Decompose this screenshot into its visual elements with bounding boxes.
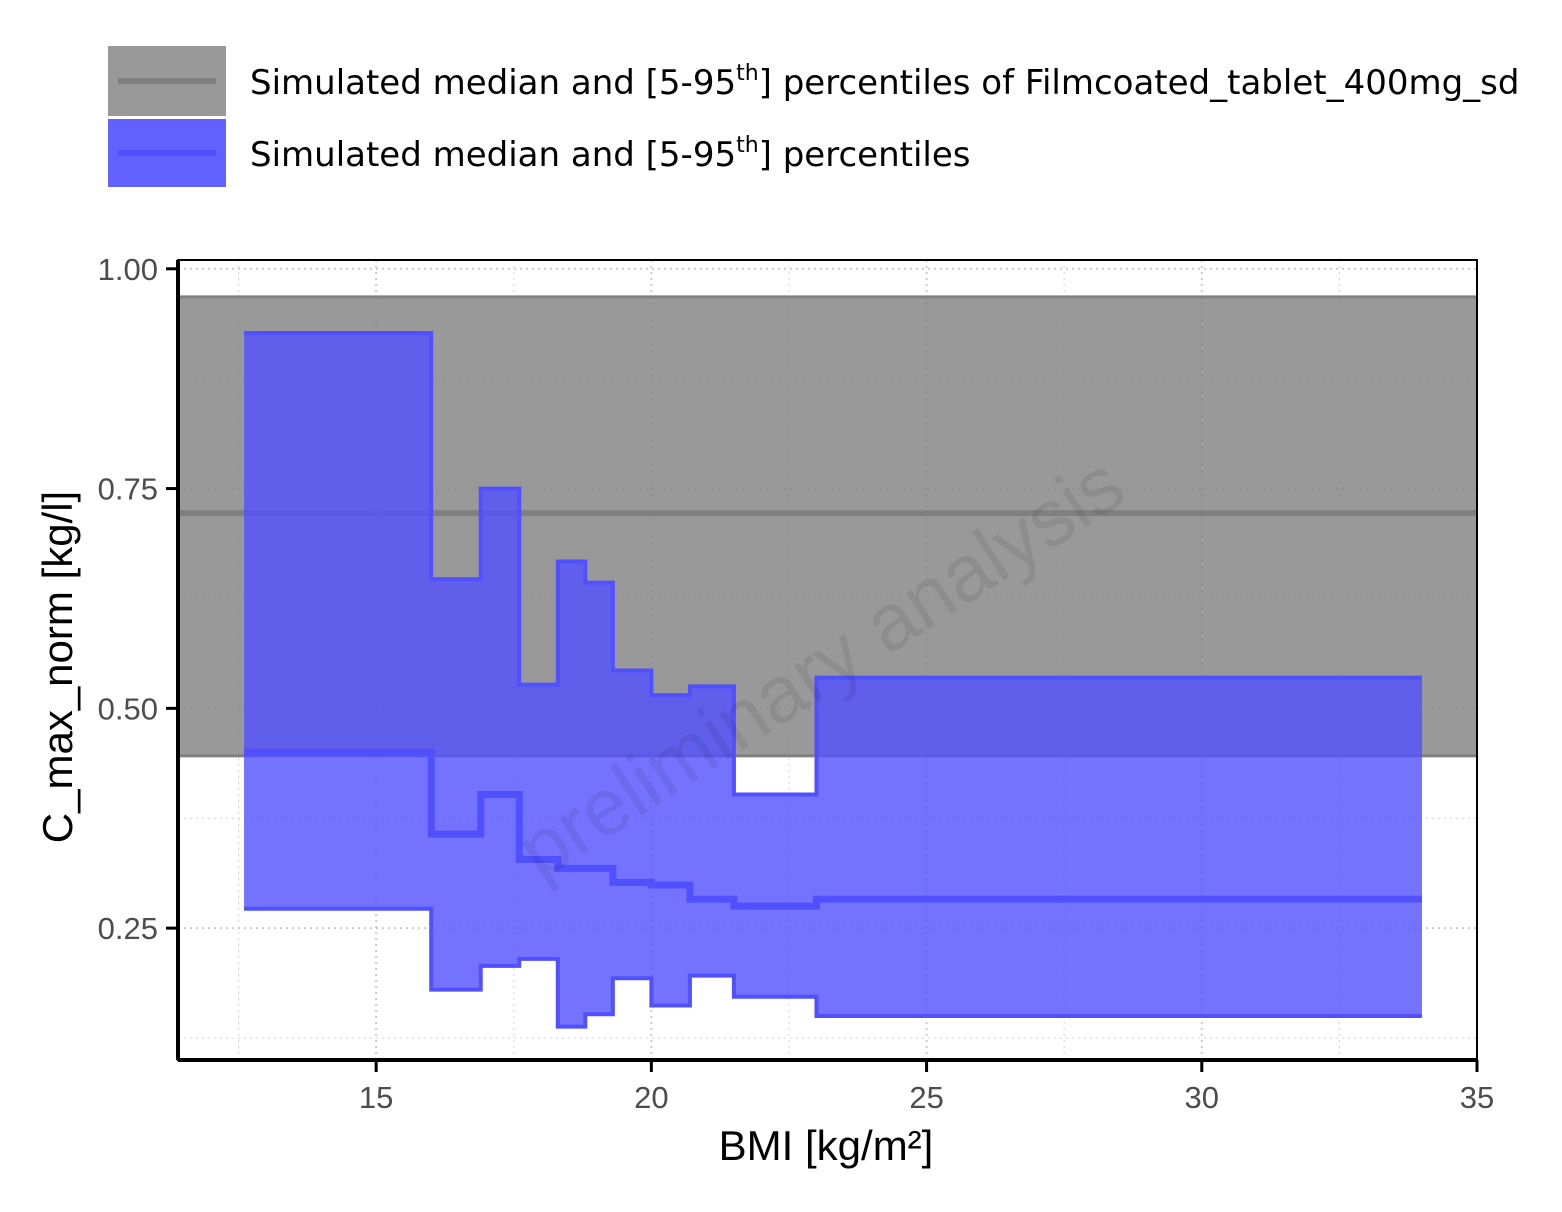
legend-label-series-sup: th [736,133,759,158]
x-tick-label: 30 [1185,1080,1219,1115]
y-tick-label: 0.75 [98,472,158,507]
legend-label-series: Simulated median and [5-95th] percentile… [250,133,970,175]
y-axis-title: C_max_norm [kg/l] [34,491,81,843]
legend-label-reference-prefix: Simulated median and [5-95 [250,63,736,103]
x-tick-label: 25 [909,1080,943,1115]
y-tick-label: 0.25 [98,911,158,946]
y-tick-label: 0.50 [98,691,158,726]
y-tick-label: 1.00 [98,252,158,287]
legend-label-reference-sup: th [736,61,759,86]
legend-label-reference: Simulated median and [5-95th] percentile… [250,61,1519,103]
x-tick-label: 20 [634,1080,668,1115]
legend: Simulated median and [5-95th] percentile… [108,46,1519,187]
series-p5-line [244,906,1422,1029]
legend-entry-series: Simulated median and [5-95th] percentile… [108,119,970,187]
series-p95-line [244,330,1422,797]
series-band [244,332,1422,1027]
series-median-line [244,748,1422,910]
legend-label-reference-suffix: ] percentiles of Filmcoated_tablet_400mg… [759,63,1520,103]
x-tick-label: 15 [359,1080,393,1115]
legend-label-series-suffix: ] percentiles [759,135,971,175]
legend-entry-reference: Simulated median and [5-95th] percentile… [108,46,1519,116]
x-axis-title: BMI [kg/m²] [719,1122,934,1169]
legend-label-series-prefix: Simulated median and [5-95 [250,135,736,175]
x-tick-label: 35 [1460,1080,1494,1115]
